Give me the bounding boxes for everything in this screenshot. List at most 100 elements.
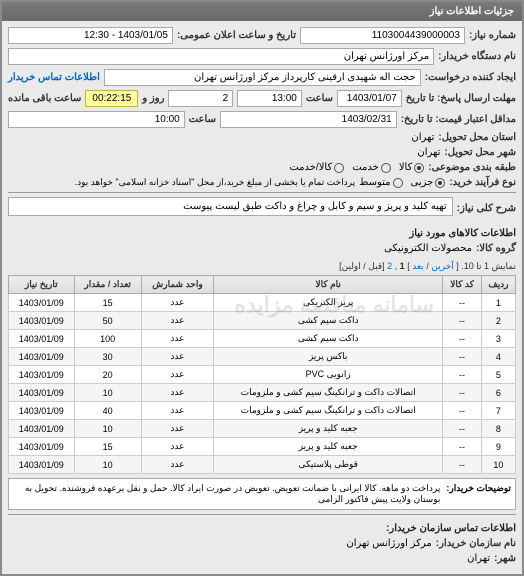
cell-2-4: 100 <box>74 330 141 348</box>
budget-radio-2[interactable]: کالا/خدمت <box>289 162 344 173</box>
cell-5-1: -- <box>443 384 482 402</box>
budget-radio-input-0[interactable] <box>414 163 424 173</box>
cell-0-3: عدد <box>141 294 213 312</box>
cell-3-5: 1403/01/09 <box>9 348 75 366</box>
cell-3-1: -- <box>443 348 482 366</box>
cell-7-3: عدد <box>141 420 213 438</box>
cell-6-3: عدد <box>141 402 213 420</box>
cell-5-3: عدد <box>141 384 213 402</box>
table-row: 6--اتصالات داکت و ترانکینگ سیم کشی و ملز… <box>9 384 516 402</box>
col-header-5: تاریخ نیاز <box>9 276 75 294</box>
cell-7-5: 1403/01/09 <box>9 420 75 438</box>
budget-radio-input-2[interactable] <box>334 163 344 173</box>
cell-7-0: 8 <box>481 420 515 438</box>
cell-3-3: عدد <box>141 348 213 366</box>
pager-mid: ] <box>407 261 410 271</box>
cell-4-0: 5 <box>481 366 515 384</box>
pager-page-2[interactable]: 2 <box>387 261 392 271</box>
cell-9-4: 10 <box>74 456 141 474</box>
budget-radio-input-1[interactable] <box>381 163 391 173</box>
cell-9-0: 10 <box>481 456 515 474</box>
days-value: 2 <box>168 90 233 107</box>
cell-3-2: باکس پریز <box>214 348 443 366</box>
col-header-3: واحد شمارش <box>141 276 213 294</box>
cell-5-5: 1403/01/09 <box>9 384 75 402</box>
payment-note: پرداخت تمام یا بخشی از مبلغ خرید،از محل … <box>8 177 355 188</box>
budget-radio-label-2: کالا/خدمت <box>289 162 332 173</box>
cell-0-4: 15 <box>74 294 141 312</box>
pager-next-link[interactable]: بعد <box>412 261 424 271</box>
cell-0-0: 1 <box>481 294 515 312</box>
cell-2-3: عدد <box>141 330 213 348</box>
cell-7-4: 10 <box>74 420 141 438</box>
table-row: 3--داکت سیم کشیعدد1001403/01/09 <box>9 330 516 348</box>
deadline-send-time: 13:00 <box>237 90 302 107</box>
buyer-contact-link[interactable]: اطلاعات تماس خریدار <box>8 72 100 83</box>
panel-header: جزئیات اطلاعات نیاز <box>2 2 522 21</box>
explain-text: پرداخت دو ماهه. کالا ایرانی با ضمانت تعو… <box>13 483 440 505</box>
cell-1-5: 1403/01/09 <box>9 312 75 330</box>
pager-prefix: نمایش 1 تا 10. [ <box>456 261 516 271</box>
cell-1-0: 2 <box>481 312 515 330</box>
pager-first-link[interactable]: آخرین <box>431 261 453 271</box>
validity-time-label: ساعت <box>189 114 216 125</box>
cell-8-1: -- <box>443 438 482 456</box>
days-label: روز و <box>142 93 164 104</box>
cell-9-5: 1403/01/09 <box>9 456 75 474</box>
pager-sep: / <box>426 261 429 271</box>
delivery-province-value: تهران <box>411 132 434 143</box>
cell-4-1: -- <box>443 366 482 384</box>
cell-6-1: -- <box>443 402 482 420</box>
buyer-device-value: مرکز اورژانس تهران <box>8 48 434 65</box>
table-row: 10--قوطی پلاستیکیعدد101403/01/09 <box>9 456 516 474</box>
org-name-value: مرکز اورژانس تهران <box>346 538 431 549</box>
purchase-radio-input-1[interactable] <box>393 178 403 188</box>
pager-suffix: [قبل / اولین] <box>339 261 385 271</box>
cell-8-4: 15 <box>74 438 141 456</box>
budget-label: طبقه بندی موضوعی: <box>428 162 516 173</box>
table-row: 9--جعبه کلید و پریزعدد151403/01/09 <box>9 438 516 456</box>
requester-label: ایجاد کننده درخواست: <box>425 72 516 83</box>
cell-4-2: زانویی PVC <box>214 366 443 384</box>
purchase-radio-label-1: متوسط <box>359 177 390 188</box>
city-label: شهر: <box>494 553 516 564</box>
col-header-0: ردیف <box>481 276 515 294</box>
remaining-label: ساعت باقی مانده <box>8 93 81 104</box>
cell-5-2: اتصالات داکت و ترانکینگ سیم کشی و ملزوما… <box>214 384 443 402</box>
remaining-time: 00:22:15 <box>85 90 138 107</box>
purchase-type-label: نوع فرآیند خرید: <box>449 177 516 188</box>
budget-radio-1[interactable]: خدمت <box>352 162 391 173</box>
cell-9-3: عدد <box>141 456 213 474</box>
public-datetime-label: تاریخ و ساعت اعلان عمومی: <box>177 30 296 41</box>
cell-7-2: جعبه کلید و پریز <box>214 420 443 438</box>
goods-group-label: گروه کالا: <box>476 243 516 254</box>
purchase-radio-label-0: جزیی <box>411 177 434 188</box>
budget-radio-0[interactable]: کالا <box>399 162 425 173</box>
purchase-radio-input-0[interactable] <box>435 178 445 188</box>
cell-4-4: 20 <box>74 366 141 384</box>
explain-label: توضیحات خریدار: <box>440 483 511 505</box>
need-desc-value: تهیه کلید و پریز و سیم و کابل و چراغ و د… <box>8 197 453 216</box>
pager-page-1: 1 <box>400 261 405 271</box>
budget-radio-group: کالا خدمت کالا/خدمت <box>289 162 424 173</box>
cell-6-0: 7 <box>481 402 515 420</box>
table-row: 4--باکس پریزعدد301403/01/09 <box>9 348 516 366</box>
requester-value: حجت اله شهیدی ارقینی کارپرداز مرکز اورژا… <box>104 69 421 86</box>
cell-8-2: جعبه کلید و پریز <box>214 438 443 456</box>
pager: نمایش 1 تا 10. [ آخرین / بعد ] 1 , 2 [قب… <box>8 258 516 275</box>
purchase-radio-1[interactable]: متوسط <box>359 177 402 188</box>
cell-4-5: 1403/01/09 <box>9 366 75 384</box>
delivery-city-label: شهر محل تحویل: <box>444 147 516 158</box>
col-header-2: نام کالا <box>214 276 443 294</box>
purchase-radio-0[interactable]: جزیی <box>411 177 446 188</box>
cell-8-3: عدد <box>141 438 213 456</box>
goods-table: ردیفکد کالانام کالاواحد شمارشتعداد / مقد… <box>8 275 516 474</box>
cell-3-0: 4 <box>481 348 515 366</box>
delivery-city-value: تهران <box>417 147 440 158</box>
cell-4-3: عدد <box>141 366 213 384</box>
cell-0-2: پریز الکتریکی <box>214 294 443 312</box>
cell-5-4: 10 <box>74 384 141 402</box>
contact-section-title: اطلاعات تماس سازمان خریدار: <box>8 519 516 538</box>
cell-9-1: -- <box>443 456 482 474</box>
cell-2-2: داکت سیم کشی <box>214 330 443 348</box>
